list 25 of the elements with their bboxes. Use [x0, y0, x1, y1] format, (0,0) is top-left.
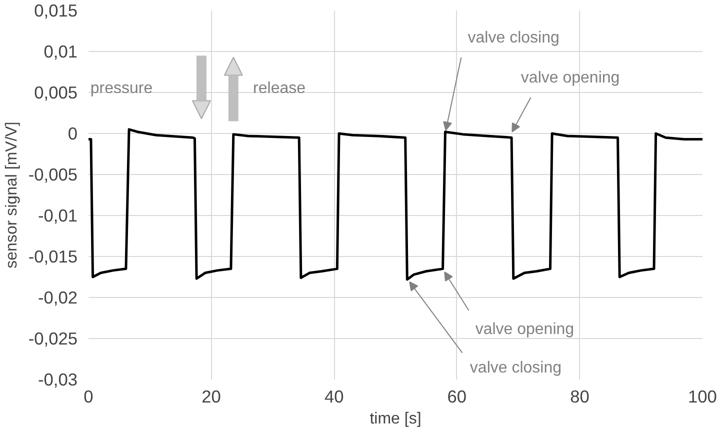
y-tick-label: -0,005	[28, 164, 78, 184]
annotation: valve opening	[520, 70, 620, 87]
y-tick-label: 0,015	[34, 0, 78, 20]
y-tick-label: 0	[68, 124, 78, 144]
x-tick-label: 20	[202, 386, 221, 406]
annotation: valve opening	[475, 321, 574, 338]
y-tick-label: 0,01	[44, 42, 78, 62]
annotation: pressure	[90, 80, 153, 97]
annotation: valve closing	[468, 30, 560, 47]
y-axis-title: sensor signal [mV/V]	[3, 122, 20, 268]
annotation: release	[253, 80, 306, 97]
y-tick-label: 0,005	[34, 82, 78, 102]
y-tick-label: -0,02	[38, 288, 78, 308]
x-tick-label: 80	[570, 386, 590, 406]
x-axis-title: time [s]	[370, 410, 422, 428]
annotation: valve closing	[470, 360, 562, 377]
y-tick-label: -0,03	[38, 370, 78, 390]
x-tick-label: 0	[84, 386, 94, 406]
y-tick-label: -0,01	[38, 206, 78, 226]
x-tick-label: 100	[688, 386, 717, 406]
y-tick-label: -0,025	[28, 328, 78, 348]
x-tick-label: 40	[324, 386, 344, 406]
x-tick-label: 60	[447, 386, 467, 406]
line-series	[88, 128, 702, 281]
y-tick-label: -0,015	[28, 246, 78, 266]
